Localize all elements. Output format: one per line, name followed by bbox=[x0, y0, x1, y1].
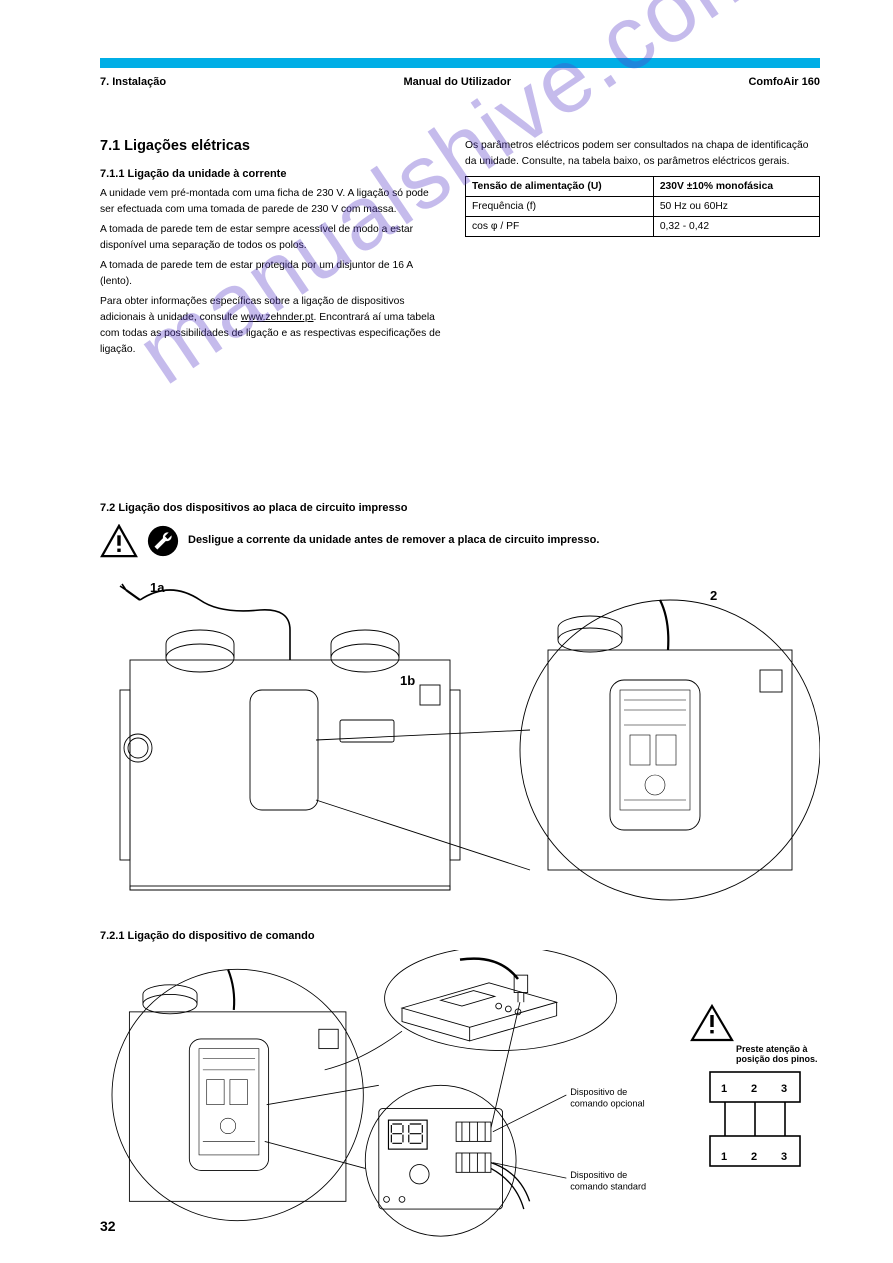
warning-row: Desligue a corrente da unidade antes de … bbox=[100, 524, 599, 558]
section-7-1-title: 7.1 Ligações elétricas bbox=[100, 138, 443, 154]
svg-text:comando opcional: comando opcional bbox=[570, 1099, 644, 1109]
para-2: A tomada de parede tem de estar sempre a… bbox=[100, 222, 443, 254]
product-name: ComfoAir 160 bbox=[748, 76, 820, 88]
electrical-params-table: Tensão de alimentação (U) 230V ±10% mono… bbox=[465, 176, 820, 237]
para-1: A unidade vem pré-montada com uma ficha … bbox=[100, 186, 443, 218]
left-column: 7.1 Ligações elétricas 7.1.1 Ligação da … bbox=[100, 138, 443, 362]
section-7-2-title: 7.2 Ligação dos dispositivos ao placa de… bbox=[100, 502, 407, 514]
step-1a-label: 1a bbox=[150, 580, 165, 595]
table-cell: cos φ / PF bbox=[466, 216, 654, 236]
warning-triangle-icon bbox=[100, 524, 138, 558]
step-1b-label: 1b bbox=[400, 673, 415, 688]
table-intro: Os parâmetros eléctricos podem ser consu… bbox=[465, 138, 820, 170]
pin-1-top: 1 bbox=[721, 1083, 727, 1095]
pin-warning-text: Preste atenção à posição dos pinos. bbox=[736, 1044, 820, 1065]
pin-2-bot: 2 bbox=[751, 1151, 757, 1163]
pin-1-bot: 1 bbox=[721, 1151, 727, 1163]
doc-type: Manual do Utilizador bbox=[403, 76, 511, 88]
table-cell: 0,32 - 0,42 bbox=[653, 216, 819, 236]
para-4: Para obter informações específicas sobre… bbox=[100, 294, 443, 358]
warning-triangle-icon bbox=[692, 1006, 732, 1040]
svg-text:comando standard: comando standard bbox=[570, 1182, 646, 1192]
section-7-2-1-title: 7.2.1 Ligação do dispositivo de comando bbox=[100, 930, 315, 942]
table-header-voltage: Tensão de alimentação (U) bbox=[466, 176, 654, 196]
step-2-label: 2 bbox=[710, 588, 717, 603]
table-cell: 50 Hz ou 60Hz bbox=[653, 196, 819, 216]
pin-3-bot: 3 bbox=[781, 1151, 787, 1163]
table-cell: Frequência (f) bbox=[466, 196, 654, 216]
page-number: 32 bbox=[100, 1218, 116, 1234]
page-root: 7. Instalação Manual do Utilizador Comfo… bbox=[0, 0, 893, 1263]
pin-2-top: 2 bbox=[751, 1083, 757, 1095]
pin-position-warning: 1 2 3 1 2 3 Preste atenção à posição dos… bbox=[690, 1002, 820, 1187]
table-row: Frequência (f) 50 Hz ou 60Hz bbox=[466, 196, 820, 216]
section-7-1-1-title: 7.1.1 Ligação da unidade à corrente bbox=[100, 168, 443, 180]
opt-control-label: Dispositivo de bbox=[570, 1087, 627, 1097]
figure-unit-top: 1a 1b 2 bbox=[100, 570, 820, 910]
header-accent-bar bbox=[100, 58, 820, 68]
right-column: Os parâmetros eléctricos podem ser consu… bbox=[465, 138, 820, 237]
std-control-label: Dispositivo de bbox=[570, 1170, 627, 1180]
warning-text: Desligue a corrente da unidade antes de … bbox=[188, 534, 599, 548]
table-row: Tensão de alimentação (U) 230V ±10% mono… bbox=[466, 176, 820, 196]
website-link[interactable]: www.zehnder.pt bbox=[241, 312, 314, 323]
table-row: cos φ / PF 0,32 - 0,42 bbox=[466, 216, 820, 236]
service-wrench-icon bbox=[146, 524, 180, 558]
section-breadcrumb: 7. Instalação bbox=[100, 76, 166, 88]
para-3: A tomada de parede tem de estar protegid… bbox=[100, 258, 443, 290]
pin-3-top: 3 bbox=[781, 1083, 787, 1095]
table-header-voltage-val: 230V ±10% monofásica bbox=[653, 176, 819, 196]
page-header: 7. Instalação Manual do Utilizador Comfo… bbox=[100, 76, 820, 88]
